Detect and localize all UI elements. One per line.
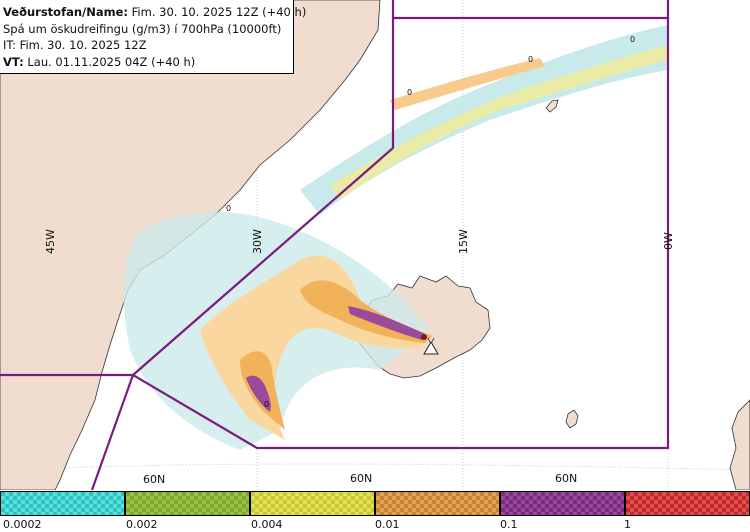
legend-label: 0.01 [375,518,400,531]
lat-label-1: 60N [143,473,165,486]
small-island [545,99,559,113]
lon-label-0w: 0W [662,232,675,250]
ash-forecast-map: 60N 60N 60N 45W 30W 15W 0W 0 0 0 0 0 [0,0,750,490]
concentration-mark: 0 [630,35,635,44]
legend-label: 0.004 [251,518,283,531]
legend-label: 0.1 [500,518,518,531]
concentration-mark: 0 [226,204,231,213]
volcano-icon [423,337,439,355]
forecast-area-boundary [0,0,670,490]
legend-segment-1 [0,491,125,516]
lon-label-30w: 30W [251,229,264,254]
lon-label-15w: 15W [457,229,470,254]
color-scale-legend: 0.0002 0.002 0.004 0.01 0.1 1 [0,491,750,532]
legend-segment-6 [625,491,750,516]
legend-segment-4 [375,491,500,516]
legend-segment-3 [250,491,375,516]
ash-plume-main [123,211,432,450]
norway-coast [729,399,750,490]
info-line-2: Spá um öskudreifingu (g/m3) í 700hPa (10… [3,21,282,36]
faroe-islands [565,409,579,429]
legend-segment-5 [500,491,625,516]
legend-label: 0.002 [126,518,158,531]
concentration-mark: 0 [264,400,269,409]
forecast-info-box: Veðurstofan/Name: Fim. 30. 10. 2025 12Z … [0,0,307,74]
legend-label: 1 [624,518,631,531]
ash-plume-north [300,25,668,215]
lon-label-45w: 45W [44,229,57,254]
concentration-mark: 0 [528,55,533,64]
info-line-3: IT: Fim. 30. 10. 2025 12Z [3,38,147,52]
lat-label-2: 60N [350,472,372,485]
info-line-1: Veðurstofan/Name: Fim. 30. 10. 2025 12Z … [3,5,307,19]
lat-label-3: 60N [555,472,577,485]
legend-label: 0.0002 [3,518,42,531]
info-line-4: VT: Lau. 01.11.2025 04Z (+40 h) [3,54,196,69]
legend-color-bar [0,491,750,516]
legend-labels: 0.0002 0.002 0.004 0.01 0.1 1 [0,518,750,532]
legend-segment-2 [125,491,250,516]
volcano-source-dot [421,334,427,340]
concentration-mark: 0 [407,88,412,97]
